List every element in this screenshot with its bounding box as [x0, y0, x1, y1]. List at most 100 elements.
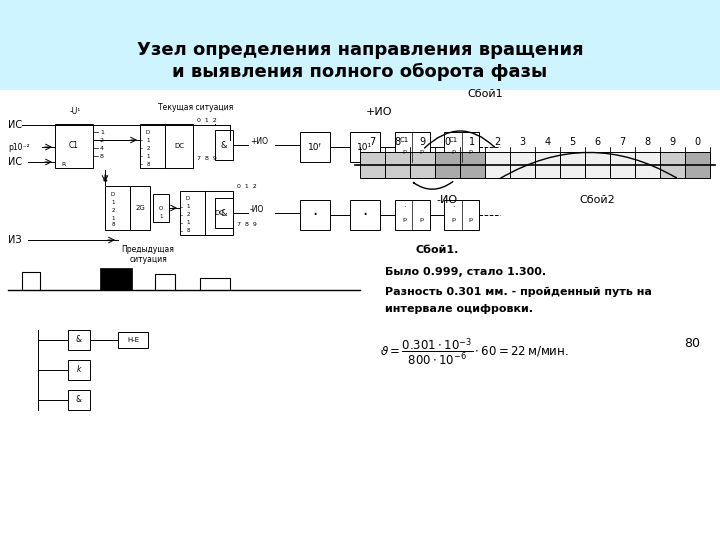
Text: 8: 8 — [644, 137, 651, 147]
Bar — [395, 132, 430, 162]
Text: 4: 4 — [544, 137, 551, 147]
Text: p: p — [402, 150, 406, 154]
Bar — [660, 152, 685, 178]
Text: k: k — [77, 366, 81, 375]
Bar — [535, 152, 560, 178]
Text: +ИО: +ИО — [366, 107, 392, 117]
Bar — [360, 152, 385, 178]
Text: 7  8  9: 7 8 9 — [237, 222, 257, 227]
Text: 8: 8 — [395, 137, 400, 147]
Text: &: & — [221, 208, 228, 218]
Text: H-E: H-E — [127, 337, 139, 343]
Text: DC: DC — [214, 210, 224, 216]
Text: ·: · — [312, 206, 318, 224]
Text: 6: 6 — [595, 137, 600, 147]
Bar — [0, 0, 720, 90]
Text: 7: 7 — [619, 137, 626, 147]
Bar — [165, 124, 193, 168]
FancyArrowPatch shape — [413, 181, 453, 189]
Bar — [153, 194, 169, 222]
Text: 8: 8 — [146, 161, 150, 166]
Bar — [215, 130, 233, 160]
Text: 2G: 2G — [135, 205, 145, 211]
Text: C1: C1 — [69, 141, 79, 151]
Text: p10⁻²: p10⁻² — [8, 143, 30, 152]
Text: 9: 9 — [420, 137, 426, 147]
Text: 4: 4 — [100, 145, 104, 151]
Text: +ИО: +ИО — [250, 137, 268, 145]
Bar — [68, 360, 90, 380]
Bar — [300, 132, 330, 162]
Text: p: p — [419, 218, 423, 222]
Text: 1: 1 — [146, 138, 150, 143]
Text: Узел определения направления вращения: Узел определения направления вращения — [137, 41, 583, 59]
Bar — [610, 152, 635, 178]
Bar — [300, 200, 330, 230]
Text: $\mathit{\vartheta} = \dfrac{0.301 \cdot 10^{-3}}{800 \cdot 10^{-6}} \cdot 60 = : $\mathit{\vartheta} = \dfrac{0.301 \cdot… — [380, 337, 569, 368]
Text: 1: 1 — [112, 215, 114, 220]
Text: p: p — [402, 218, 406, 222]
Text: p: p — [468, 150, 472, 154]
Bar — [585, 152, 610, 178]
Text: 2: 2 — [112, 207, 114, 213]
Text: -ИО: -ИО — [250, 205, 264, 213]
Text: 1: 1 — [159, 214, 163, 219]
Text: O: O — [159, 206, 163, 211]
Bar — [118, 332, 148, 348]
Text: ИЗ: ИЗ — [8, 235, 22, 245]
Bar — [385, 152, 410, 178]
Text: 2: 2 — [186, 213, 190, 218]
Text: &: & — [221, 140, 228, 150]
Text: C1: C1 — [400, 137, 409, 143]
Text: 10¹: 10¹ — [357, 143, 372, 152]
Text: 1: 1 — [186, 205, 190, 210]
Text: Разность 0.301 мм. - пройденный путь на: Разность 0.301 мм. - пройденный путь на — [385, 287, 652, 297]
Text: 1: 1 — [100, 130, 104, 134]
Text: 2: 2 — [146, 145, 150, 151]
Text: 1: 1 — [112, 199, 114, 205]
Bar — [510, 152, 535, 178]
Text: D: D — [111, 192, 115, 197]
Text: -U¹: -U¹ — [69, 107, 81, 117]
Bar — [460, 152, 485, 178]
Bar — [55, 124, 93, 168]
Bar — [410, 152, 435, 178]
Text: Сбой2: Сбой2 — [580, 195, 616, 205]
Text: 4: 4 — [102, 176, 107, 185]
Bar — [350, 200, 380, 230]
Bar — [215, 198, 233, 228]
Text: 9: 9 — [670, 137, 675, 147]
Text: 8: 8 — [112, 222, 114, 227]
Text: Было 0.999, стало 1.300.: Было 0.999, стало 1.300. — [385, 267, 546, 277]
Text: Сбой1.: Сбой1. — [415, 245, 459, 255]
Text: Сбой1: Сбой1 — [467, 89, 503, 99]
Text: Текущая ситуация: Текущая ситуация — [158, 104, 233, 112]
Text: 7  8  9: 7 8 9 — [197, 157, 217, 161]
Text: 7: 7 — [369, 137, 376, 147]
Text: 1: 1 — [186, 220, 190, 226]
Bar — [444, 132, 479, 162]
Text: 0: 0 — [694, 137, 701, 147]
Text: ·: · — [362, 206, 368, 224]
Bar — [205, 191, 233, 235]
Bar — [180, 191, 205, 235]
Bar — [350, 132, 380, 162]
Bar — [100, 268, 132, 290]
Text: D: D — [146, 130, 150, 134]
Text: D: D — [186, 197, 190, 201]
Bar — [130, 186, 150, 230]
Text: 3: 3 — [519, 137, 526, 147]
Text: ·: · — [451, 204, 454, 213]
Bar — [435, 152, 460, 178]
Text: 5: 5 — [570, 137, 575, 147]
FancyArrowPatch shape — [500, 152, 676, 179]
Text: 10ᶠ: 10ᶠ — [308, 143, 322, 152]
Text: ·: · — [402, 204, 405, 213]
Text: p: p — [451, 218, 455, 222]
Text: Предыдущая
ситуация: Предыдущая ситуация — [122, 245, 174, 265]
Text: 0  1  2: 0 1 2 — [237, 185, 257, 190]
Bar — [105, 186, 130, 230]
FancyArrowPatch shape — [425, 131, 495, 148]
Bar — [140, 124, 165, 168]
Text: 1: 1 — [146, 153, 150, 159]
